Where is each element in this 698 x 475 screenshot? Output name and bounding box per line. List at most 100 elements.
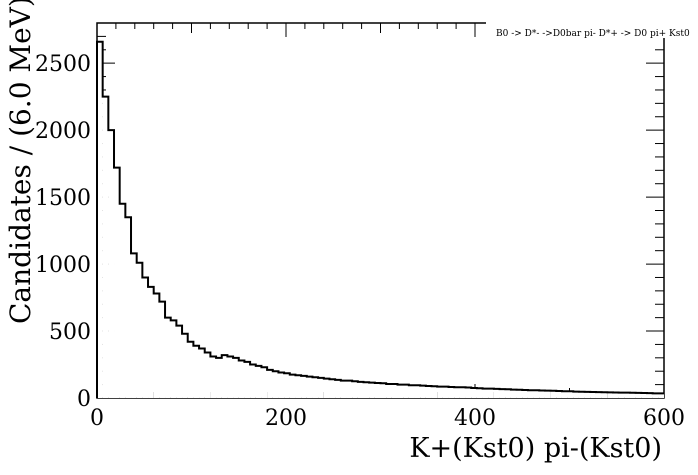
tick-labels: 0 200 400 600 0 500 1000 1500 2000 2500 <box>35 52 685 431</box>
histogram-bin <box>119 203 126 398</box>
histogram-bin <box>267 369 273 398</box>
histogram-bin <box>567 391 574 398</box>
histogram-bin <box>420 385 426 398</box>
histogram-bin <box>595 392 602 398</box>
histogram-bin <box>142 277 149 398</box>
histogram-bin <box>136 262 143 398</box>
y-tick-label: 0 <box>77 387 91 412</box>
histogram-bin <box>652 393 659 398</box>
histogram-bin <box>391 383 398 398</box>
histogram-bin <box>357 381 364 398</box>
histogram-bin <box>153 293 160 398</box>
histogram-bin <box>278 372 285 398</box>
y-tick-label: 500 <box>49 320 91 345</box>
x-tick-label: 200 <box>265 406 307 431</box>
histogram-bin <box>578 391 585 398</box>
histogram-bin <box>182 333 188 398</box>
histogram-bin <box>624 392 630 398</box>
chart-title: B0 -> D*- ->D0bar pi- D*+ -> D0 pi+ Kst0 <box>496 29 690 39</box>
histogram-bin <box>544 390 551 398</box>
histogram-bin <box>255 365 262 398</box>
histogram-bin <box>431 386 438 398</box>
histogram-bin <box>437 386 443 398</box>
histogram-bin <box>102 96 109 399</box>
histogram-bin <box>584 391 591 398</box>
histogram-bin <box>425 385 432 398</box>
histogram-bin <box>442 386 449 398</box>
y-axis-label: Candidates / (6.0 MeV) <box>4 0 37 324</box>
histogram-bin <box>165 317 171 398</box>
histogram-bin <box>114 167 120 398</box>
histogram-bin <box>329 379 336 398</box>
histogram-bin <box>346 380 353 398</box>
histogram-bin <box>125 217 132 398</box>
histogram-bin <box>476 388 483 398</box>
histogram-bin <box>216 357 222 398</box>
histogram-bin <box>590 391 596 398</box>
histogram-bin <box>482 388 489 398</box>
histogram-bin <box>556 391 562 398</box>
histogram-bin <box>374 383 381 398</box>
histogram-bin <box>573 391 579 398</box>
histogram-bin <box>204 352 211 398</box>
histogram-bin <box>561 391 568 398</box>
histogram-bin <box>170 320 177 398</box>
histogram-bin <box>97 41 103 398</box>
histogram-bin <box>148 286 154 398</box>
histogram-bin <box>635 392 642 398</box>
histogram-bin <box>221 355 228 398</box>
histogram-bin <box>306 376 313 398</box>
histogram-bin <box>369 382 375 398</box>
histogram-bin <box>187 341 194 398</box>
histogram-bin <box>465 387 472 398</box>
histogram-bin <box>459 387 466 398</box>
histogram-bin <box>284 373 290 398</box>
x-tick-label: 600 <box>643 406 685 431</box>
histogram-bin <box>108 130 115 398</box>
histogram-bin <box>363 382 370 398</box>
histogram-bin <box>352 381 358 398</box>
histogram-bin <box>176 325 183 398</box>
x-tick-label: 400 <box>454 406 496 431</box>
histogram-bin <box>533 390 540 398</box>
histogram-bin <box>199 348 205 398</box>
histogram-bin <box>301 375 307 398</box>
histogram-bin <box>629 392 636 398</box>
histogram-bin <box>159 301 166 398</box>
histogram-bin <box>227 356 234 398</box>
histogram-bin <box>601 392 608 398</box>
histogram-bin <box>612 392 619 398</box>
histogram-bin <box>516 389 523 398</box>
histogram-bin <box>414 385 421 398</box>
histogram-bin <box>312 377 319 398</box>
histogram-bin <box>323 378 330 398</box>
histogram-bin <box>658 393 664 398</box>
histogram-bin <box>397 384 404 398</box>
histogram-bin <box>380 383 387 398</box>
y-tick-label: 2000 <box>35 119 91 144</box>
x-tick-label: 0 <box>90 406 104 431</box>
histogram-bin <box>386 383 392 398</box>
histogram-bin <box>448 387 455 398</box>
histogram-bin <box>522 389 528 398</box>
histogram-bin <box>505 389 511 398</box>
histogram-bin <box>499 389 506 398</box>
histogram-bin <box>493 388 500 398</box>
histogram-bin <box>641 393 647 398</box>
histogram-bin <box>233 357 239 398</box>
y-tick-label: 1500 <box>35 186 91 211</box>
y-tick-label: 2500 <box>35 52 91 77</box>
histogram-bin <box>210 356 217 398</box>
histogram-bin <box>607 392 613 398</box>
histogram-bin <box>244 361 251 398</box>
histogram-bin <box>403 384 409 398</box>
histogram-bars <box>97 41 664 399</box>
histogram-bin <box>272 371 279 398</box>
histogram-bin <box>646 393 653 398</box>
histogram-bin <box>289 374 296 398</box>
x-axis-label: K+(Kst0) pi-(Kst0) <box>409 433 662 464</box>
histogram-bin <box>261 367 268 398</box>
histogram-bin <box>454 387 460 398</box>
histogram-bin <box>335 379 341 398</box>
